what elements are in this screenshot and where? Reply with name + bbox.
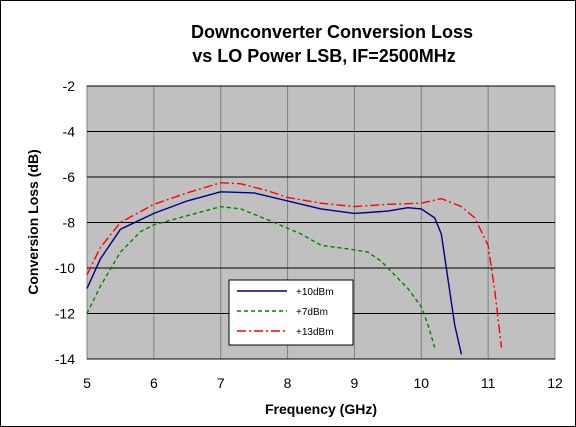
series-lines <box>86 181 503 355</box>
chart-title-line2: vs LO Power LSB, IF=2500MHz <box>192 46 456 66</box>
y-tick-label: -8 <box>63 215 76 231</box>
y-tick-label: -6 <box>63 169 76 185</box>
x-tick-label: 5 <box>83 375 91 391</box>
x-axis-label: Frequency (GHz) <box>265 401 377 417</box>
y-tick-label: -4 <box>63 124 76 140</box>
chart-title-line1: Downconverter Conversion Loss <box>191 22 473 42</box>
y-tick-label: -10 <box>55 260 75 276</box>
series-line-1 <box>86 205 436 348</box>
x-tick-label: 9 <box>351 375 359 391</box>
legend-label-2: +13dBm <box>296 327 334 338</box>
legend-label-1: +7dBm <box>296 307 328 318</box>
y-tick-label: -12 <box>55 306 75 322</box>
x-tick-labels: 5 6 7 8 9 10 11 12 <box>83 375 563 391</box>
y-tick-label: -14 <box>55 351 75 367</box>
series-line-0 <box>86 191 463 355</box>
legend-box <box>228 279 354 346</box>
x-tick-label: 6 <box>150 375 158 391</box>
x-tick-label: 11 <box>481 375 496 391</box>
x-tick-label: 12 <box>547 375 563 391</box>
y-axis-label: Conversion Loss (dB) <box>25 149 41 294</box>
y-tick-label: -2 <box>63 78 76 94</box>
legend-label-0: +10dBm <box>296 287 334 298</box>
legend: +10dBm +7dBm +13dBm <box>228 279 354 346</box>
series-line-2 <box>86 181 503 348</box>
y-tick-labels: -2 -4 -6 -8 -10 -12 -14 <box>55 78 75 367</box>
x-tick-label: 7 <box>217 375 225 391</box>
x-tick-label: 10 <box>413 375 429 391</box>
x-tick-label: 8 <box>284 375 292 391</box>
